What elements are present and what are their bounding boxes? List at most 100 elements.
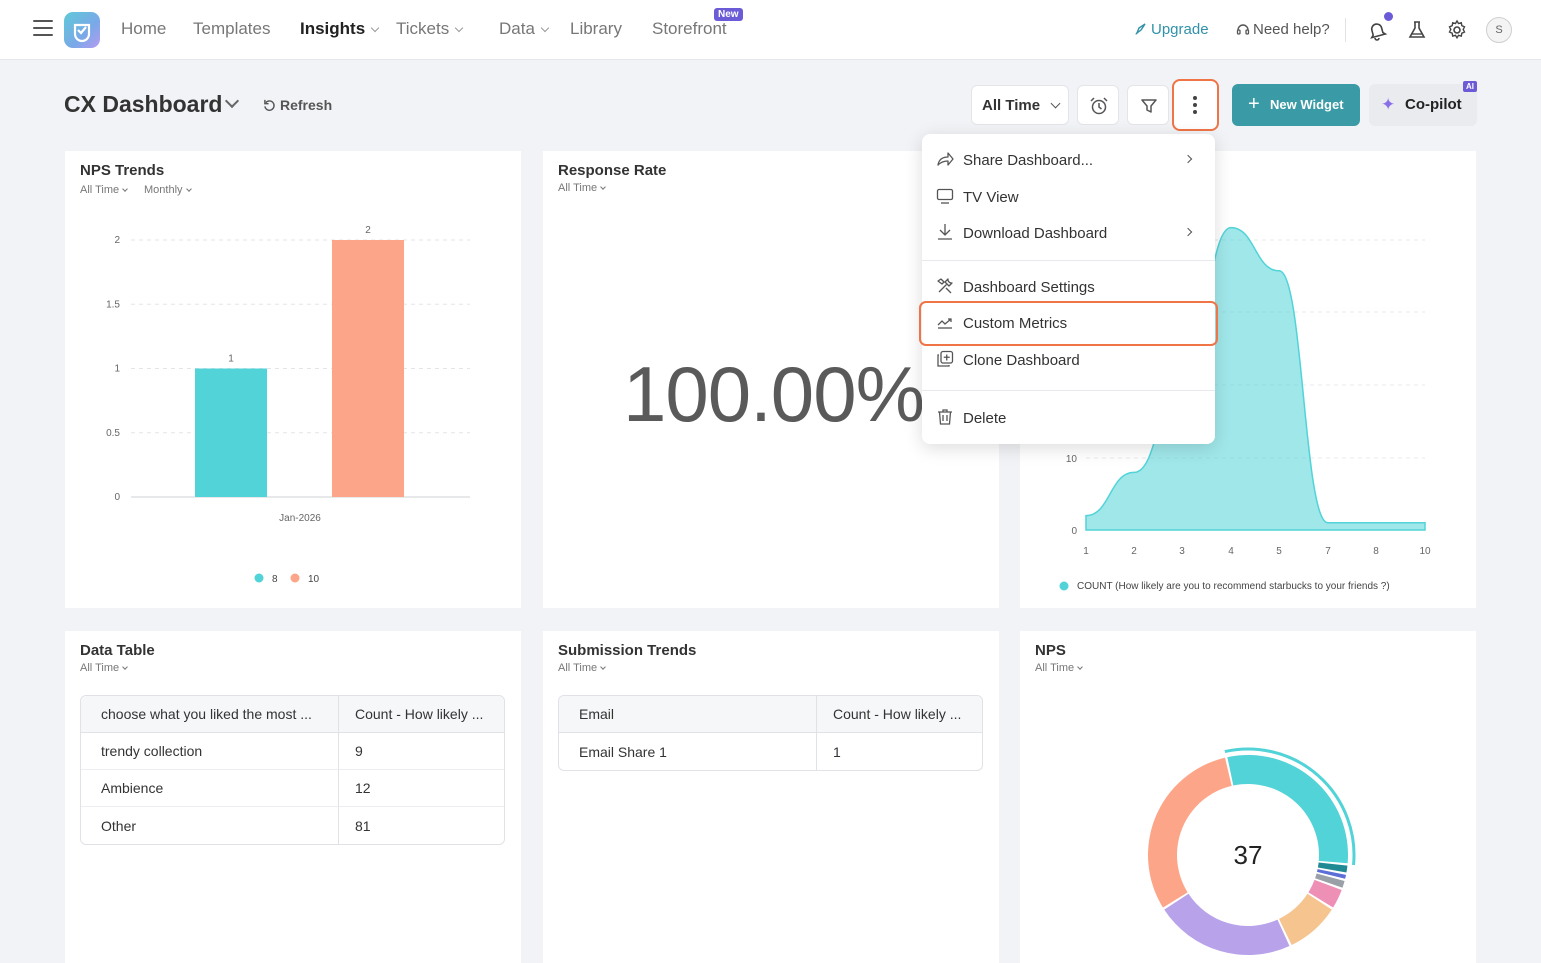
menu-item-share-dashboard[interactable]: Share Dashboard... <box>922 143 1215 177</box>
menu-item-label: TV View <box>963 189 1019 206</box>
column-header[interactable]: Email <box>559 696 816 733</box>
distribution-chart: 0 10 1 2 3 4 5 7 8 10 COUNT (How likely are you to… <box>1059 226 1431 592</box>
time-filter-dropdown[interactable]: All Time <box>558 182 606 194</box>
notification-dot <box>1384 12 1393 21</box>
flask-icon[interactable] <box>1406 19 1428 41</box>
menu-item-label: Download Dashboard <box>963 225 1108 242</box>
x-tick-label: 4 <box>1228 546 1234 557</box>
menu-item-clone-dashboard[interactable]: Clone Dashboard <box>922 343 1215 377</box>
help-label: Need help? <box>1253 21 1330 38</box>
donut-slice <box>1317 862 1348 873</box>
table-row: Ambience 12 <box>81 770 504 807</box>
donut-slice <box>1148 757 1232 908</box>
chevron-down-icon <box>1050 98 1061 109</box>
ai-badge: AI <box>1463 81 1477 92</box>
time-filter-dropdown[interactable]: All Time <box>80 184 128 196</box>
donut-slice <box>1164 893 1290 955</box>
y-tick-label: 10 <box>1066 454 1078 465</box>
time-filter-dropdown[interactable]: All Time <box>1035 662 1083 674</box>
bar <box>332 240 404 497</box>
time-filter-label: All Time <box>80 184 120 196</box>
submission-trends-card: Submission Trends All Time Email Count -… <box>543 631 999 963</box>
data-label: 2 <box>365 225 371 236</box>
card-title: NPS <box>1035 642 1066 659</box>
nav-insights-label: Insights <box>300 19 366 38</box>
legend-label: 10 <box>308 574 320 585</box>
donut-slice <box>1308 879 1342 908</box>
x-tick-label: 2 <box>1131 546 1137 557</box>
nav-templates[interactable]: Templates <box>193 19 271 38</box>
hamburger-menu-icon[interactable] <box>33 20 53 38</box>
y-tick-label: 0 <box>1071 526 1077 537</box>
nps-donut-chart: 37 <box>1148 747 1356 955</box>
nav-data-label: Data <box>499 19 535 38</box>
chevron-down-icon[interactable] <box>224 93 240 109</box>
app-logo[interactable] <box>64 12 100 48</box>
menu-item-download-dashboard[interactable]: Download Dashboard <box>922 216 1215 250</box>
response-rate-value: 100.00% <box>623 350 925 438</box>
copilot-button[interactable]: ✦ Co-pilot <box>1369 84 1477 126</box>
custom-metrics-highlight <box>919 301 1218 346</box>
nav-tickets[interactable]: Tickets <box>396 19 464 39</box>
monitor-icon <box>936 188 954 204</box>
donut-slice <box>1279 893 1332 945</box>
table-cell: trendy collection <box>81 733 338 770</box>
more-options-button[interactable] <box>1172 79 1219 131</box>
column-header[interactable]: Count - How likely ... <box>816 696 982 733</box>
more-dot <box>1193 103 1197 107</box>
chevron-down-icon <box>600 184 606 190</box>
chevron-right-icon <box>1183 154 1193 164</box>
x-tick-label: 5 <box>1276 546 1282 557</box>
table-cell: Other <box>101 817 137 834</box>
time-filter-label: All Time <box>558 182 598 194</box>
time-filter-value: All Time <box>982 97 1041 114</box>
schedule-button[interactable] <box>1077 85 1119 125</box>
new-widget-button[interactable]: + New Widget <box>1232 84 1360 126</box>
donut-slice <box>1227 755 1348 864</box>
menu-item-tv-view[interactable]: TV View <box>922 180 1215 214</box>
upgrade-link[interactable]: Upgrade <box>1134 21 1209 38</box>
nav-home[interactable]: Home <box>121 19 167 38</box>
time-filter-select[interactable]: All Time <box>971 85 1069 125</box>
chevron-down-icon <box>454 23 464 33</box>
table-cell: Email Share 1 <box>579 743 667 760</box>
column-header[interactable]: Count - How likely ... <box>338 696 504 733</box>
column-header[interactable]: choose what you liked the most ... <box>81 696 338 733</box>
page-title: CX Dashboard <box>64 91 223 117</box>
table-row: trendy collection 9 <box>81 733 504 770</box>
nps-card: NPS All Time 37 <box>1020 631 1476 963</box>
gear-icon[interactable] <box>1446 19 1468 41</box>
menu-item-custom-metrics[interactable]: Custom Metrics <box>922 306 1215 340</box>
avatar[interactable]: S <box>1486 17 1512 43</box>
nav-insights[interactable]: Insights <box>300 19 380 39</box>
donut-slice <box>1316 869 1346 879</box>
interval-dropdown[interactable]: Monthly <box>144 184 192 196</box>
menu-item-delete[interactable]: Delete <box>922 401 1215 435</box>
nav-library[interactable]: Library <box>570 19 622 38</box>
chevron-down-icon <box>600 664 606 670</box>
table-cell: 9 <box>338 733 504 770</box>
menu-item-dashboard-settings[interactable]: Dashboard Settings <box>922 270 1215 304</box>
card-title: NPS Trends <box>80 162 165 179</box>
filter-button[interactable] <box>1127 85 1169 125</box>
alarm-clock-icon <box>1090 97 1108 115</box>
table-cell: 81 <box>338 807 504 844</box>
submission-table: Email Count - How likely ... Email Share… <box>558 695 983 771</box>
bell-icon[interactable] <box>1366 19 1388 41</box>
nav-storefront[interactable]: Storefront <box>652 19 727 38</box>
time-filter-label: All Time <box>80 662 120 674</box>
menu-item-label: Clone Dashboard <box>963 352 1080 369</box>
help-link[interactable]: Need help? <box>1236 21 1330 38</box>
time-filter-dropdown[interactable]: All Time <box>80 662 128 674</box>
slice-highlight-ring <box>1224 747 1356 866</box>
time-filter-dropdown[interactable]: All Time <box>558 662 606 674</box>
nav-data[interactable]: Data <box>499 19 550 39</box>
share-icon <box>937 152 954 166</box>
bar <box>195 368 267 497</box>
chevron-down-icon <box>540 23 550 33</box>
interval-label: Monthly <box>144 184 183 196</box>
chevron-right-icon <box>1183 227 1193 237</box>
refresh-label: Refresh <box>280 97 333 113</box>
refresh-button[interactable]: Refresh <box>263 97 332 113</box>
new-badge: New <box>714 8 743 21</box>
